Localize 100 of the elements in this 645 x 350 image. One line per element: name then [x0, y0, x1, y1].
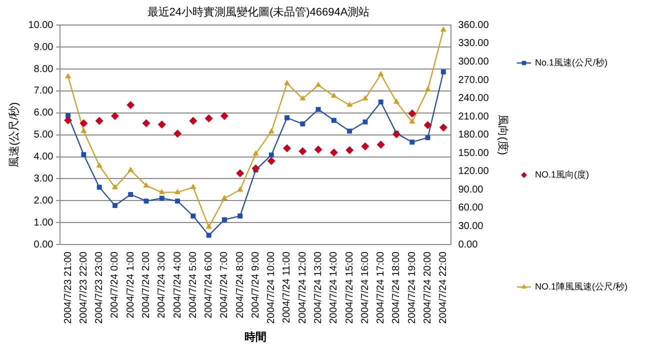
point	[112, 184, 118, 190]
point	[300, 121, 306, 126]
point	[236, 169, 244, 178]
point	[409, 118, 416, 124]
point	[238, 214, 243, 218]
point	[206, 232, 212, 238]
point	[315, 82, 322, 87]
x-tick-label: 2004/7/24 7:00	[219, 251, 230, 318]
x-tick-label: 2004/7/24 11:00	[282, 251, 293, 324]
point	[252, 150, 259, 156]
point	[110, 112, 119, 120]
y-tick-label: 9.00	[34, 42, 54, 53]
point	[392, 130, 400, 138]
point	[267, 157, 276, 166]
y-tick-label: 2.00	[34, 195, 54, 206]
chart-title: 最近24小時實測風變化圖(未品管)46694A測站	[147, 6, 370, 19]
point	[112, 203, 118, 208]
point	[128, 166, 134, 172]
y-tick-label: 3.00	[34, 173, 54, 184]
x-tick-label: 2004/7/24 8:00	[234, 251, 246, 318]
x-tick-label: 2004/7/24 15:00	[344, 251, 356, 324]
y-axis-title: 風速(公尺/秒)	[8, 102, 21, 168]
point	[408, 110, 416, 118]
point	[220, 112, 228, 120]
point	[142, 119, 150, 128]
point	[158, 120, 166, 128]
point	[175, 198, 180, 204]
point	[206, 223, 212, 229]
y2-tick-label: 90.00	[458, 184, 484, 196]
y2-tick-label: 120.00	[458, 166, 490, 178]
y2-tick-label: 360.00	[458, 20, 490, 31]
point	[204, 114, 213, 122]
x-tick-label: 2004/7/24 16:00	[360, 251, 371, 324]
x-tick-label: 2004/7/24 10:00	[266, 251, 278, 324]
x-tick-label: 2004/7/24 6:00	[204, 251, 215, 318]
point	[330, 92, 337, 98]
point	[331, 118, 336, 123]
x-tick-label: 2004/7/24 22:00	[438, 251, 450, 324]
point	[361, 142, 370, 150]
point	[300, 95, 306, 100]
y-tick-label: 5.00	[34, 130, 54, 141]
point	[283, 144, 291, 152]
x-tick-label: 2004/7/23 23:00	[94, 251, 106, 324]
point	[128, 192, 134, 197]
y2-tick-label: 150.00	[458, 148, 490, 159]
y-tick-label: 8.00	[34, 64, 54, 75]
point	[159, 196, 164, 201]
x-tick-label: 2004/7/24 3:00	[156, 251, 168, 318]
y-tick-label: 7.00	[34, 86, 54, 97]
y-tick-label: 6.00	[34, 108, 54, 119]
x-tick-label: 2004/7/24 0:00	[110, 251, 121, 318]
point	[64, 116, 72, 124]
x-tick-label: 2004/7/24 13:00	[313, 251, 324, 324]
y2-tick-label: 60.00	[458, 202, 484, 214]
point	[143, 182, 150, 188]
point	[81, 152, 86, 158]
point	[96, 184, 102, 190]
x-tick-label: 2004/7/24 2:00	[140, 251, 152, 318]
point	[347, 128, 352, 134]
point	[362, 95, 368, 100]
point	[424, 86, 431, 92]
point	[346, 102, 353, 107]
x-tick-label: 2004/7/23 21:00	[62, 251, 74, 324]
x-tick-label: 2004/7/23 22:00	[78, 251, 90, 324]
x-axis-title: 時間	[244, 330, 267, 344]
point	[174, 188, 181, 194]
y2-tick-label: 240.00	[458, 93, 490, 104]
point	[96, 162, 102, 168]
y2-tick-label: 0.00	[458, 239, 478, 250]
point	[237, 186, 244, 192]
x-tick-label: 2004/7/24 5:00	[188, 251, 199, 318]
point	[410, 140, 415, 145]
point	[80, 128, 87, 133]
y2-tick-label: 180.00	[458, 130, 490, 141]
point	[378, 99, 384, 104]
point	[284, 115, 290, 120]
y2-tick-label: 270.00	[458, 74, 490, 86]
legend-label: NO.1陣風風速(公尺/秒)	[535, 281, 628, 292]
point	[346, 146, 354, 154]
point	[393, 98, 400, 104]
point	[126, 101, 135, 110]
point	[330, 148, 338, 157]
point	[439, 124, 448, 132]
point	[95, 116, 104, 125]
point	[316, 106, 321, 112]
legend-label: NO.1風向(度)	[535, 169, 590, 180]
x-tick-label: 2004/7/24 9:00	[250, 251, 262, 318]
point	[298, 147, 307, 156]
point	[440, 26, 446, 32]
point	[376, 140, 385, 149]
point	[189, 116, 198, 125]
y-tick-label: 10.00	[28, 20, 54, 31]
y2-tick-label: 300.00	[458, 56, 490, 68]
y2-tick-label: 330.00	[458, 38, 490, 50]
point	[268, 152, 274, 158]
point	[362, 119, 368, 124]
point	[314, 145, 322, 154]
point	[424, 121, 432, 130]
y-tick-label: 4.00	[34, 152, 54, 163]
y2-tick-label: 30.00	[458, 220, 484, 232]
